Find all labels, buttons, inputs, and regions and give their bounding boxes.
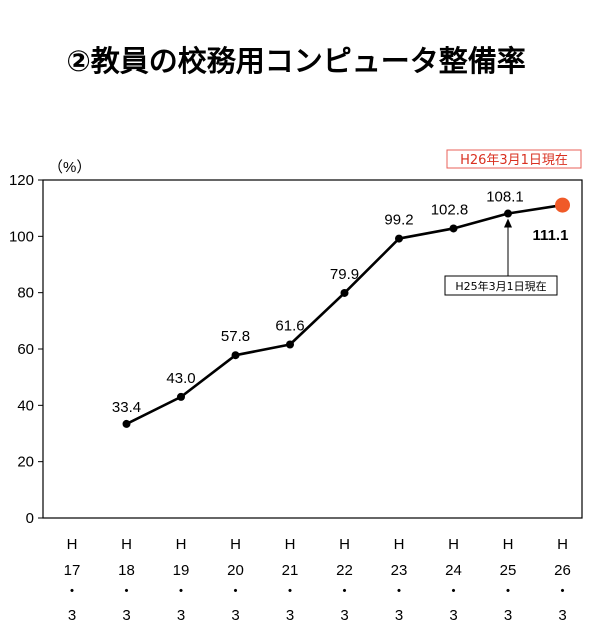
x-label-month: 3: [558, 607, 566, 624]
chart-title: ②教員の校務用コンピュータ整備率: [66, 44, 526, 78]
x-label-separator: ・: [337, 583, 352, 600]
data-point: [449, 224, 458, 233]
y-tick-label: 60: [17, 341, 34, 358]
x-label-separator: ・: [119, 583, 134, 600]
y-tick-label: 20: [17, 454, 34, 471]
x-label-era: H: [230, 536, 241, 553]
data-point: [286, 340, 294, 349]
data-point: [504, 209, 512, 218]
data-point: [340, 288, 349, 297]
x-label-year: 23: [391, 562, 408, 579]
data-point-highlight: [555, 197, 570, 213]
x-label-month: 3: [395, 607, 403, 624]
data-point: [231, 351, 240, 360]
x-label-month: 3: [449, 607, 457, 624]
x-label-era: H: [503, 536, 514, 553]
y-tick-label: 40: [17, 397, 34, 414]
series-line: [125, 203, 563, 426]
x-label-year: 22: [336, 562, 353, 579]
x-label-month: 3: [340, 607, 348, 624]
x-label-separator: ・: [446, 583, 461, 600]
x-label-era: H: [121, 536, 132, 553]
x-label-separator: ・: [173, 583, 188, 600]
x-label-month: 3: [286, 607, 294, 624]
data-label: 102.8: [431, 201, 469, 218]
x-label-separator: ・: [555, 583, 570, 600]
x-label-era: H: [285, 536, 296, 553]
y-axis-unit-label: （%）: [48, 159, 91, 176]
x-label-separator: ・: [282, 583, 297, 600]
x-label-era: H: [339, 536, 350, 553]
x-label-era: H: [557, 536, 568, 553]
x-label-month: 3: [504, 607, 512, 624]
data-label: 43.0: [166, 370, 195, 387]
x-label-era: H: [394, 536, 405, 553]
annotation-arrowhead: [504, 218, 512, 228]
annotation-label: H25年3月1日現在: [455, 279, 546, 293]
x-label-year: 17: [64, 562, 81, 579]
x-label-era: H: [176, 536, 187, 553]
y-tick-label: 120: [9, 172, 34, 189]
note-box-current: [446, 149, 582, 169]
x-label-year: 18: [118, 562, 135, 579]
data-point: [122, 419, 131, 428]
data-label: 108.1: [486, 189, 524, 206]
x-label-month: 3: [231, 607, 239, 624]
x-label-year: 21: [282, 562, 299, 579]
x-label-year: 25: [500, 562, 517, 579]
y-tick-label: 80: [17, 285, 34, 302]
data-label: 79.9: [330, 266, 359, 283]
x-label-month: 3: [177, 607, 185, 624]
x-label-year: 24: [445, 562, 462, 579]
data-label: 57.8: [221, 328, 250, 345]
x-label-separator: ・: [500, 583, 515, 600]
annotation-box: [444, 275, 558, 296]
y-tick-label: 0: [26, 510, 34, 527]
x-label-month: 3: [122, 607, 130, 624]
plot-frame: [42, 179, 583, 519]
x-label-era: H: [448, 536, 459, 553]
data-label: 33.4: [112, 399, 141, 416]
x-label-year: 19: [173, 562, 190, 579]
data-label: 61.6: [275, 317, 304, 334]
data-label-highlight: 111.1: [533, 227, 569, 244]
data-point: [395, 234, 403, 243]
note-current-date: H26年3月1日現在: [460, 153, 568, 168]
x-label-separator: ・: [228, 583, 243, 600]
x-label-year: 20: [227, 562, 244, 579]
data-point: [177, 392, 185, 401]
x-label-era: H: [67, 536, 78, 553]
x-label-separator: ・: [391, 583, 406, 600]
y-tick-label: 100: [9, 228, 34, 245]
x-label-separator: ・: [64, 583, 79, 600]
data-label: 99.2: [384, 212, 413, 229]
x-label-month: 3: [68, 607, 76, 624]
x-label-year: 26: [554, 562, 571, 579]
